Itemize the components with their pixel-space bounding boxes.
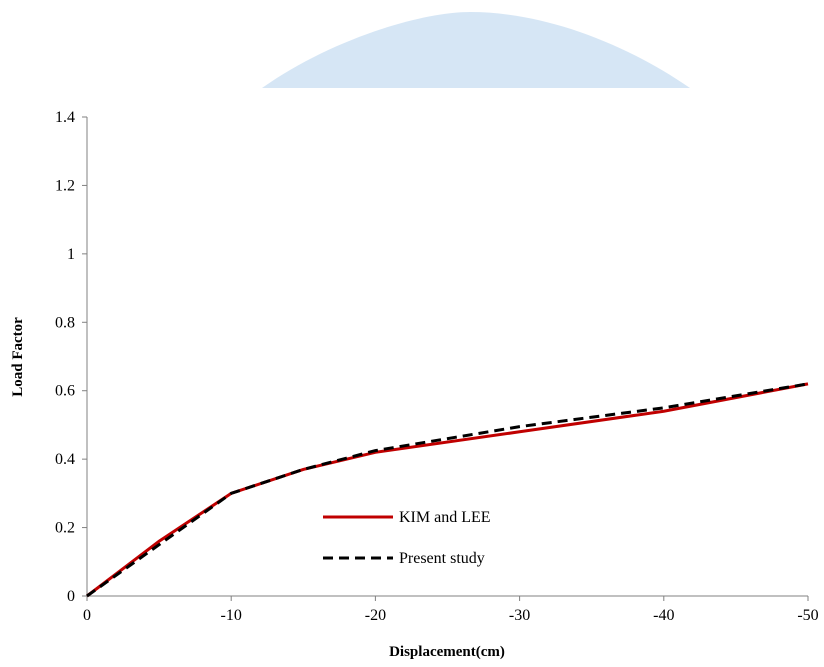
y-tick-label: 0.8: [55, 314, 75, 331]
y-tick-label: 0.4: [55, 451, 75, 468]
x-tick-label: -30: [509, 607, 530, 624]
x-tick-label: -50: [797, 607, 818, 624]
y-tick-label: 0: [67, 588, 75, 605]
x-tick-label: -10: [221, 607, 242, 624]
x-tick-label: -20: [365, 607, 386, 624]
y-axis-title: Load Factor: [10, 317, 26, 397]
y-tick-label: 0.6: [55, 383, 75, 400]
x-axis-title: Displacement(cm): [389, 644, 505, 660]
y-tick-label: 0.2: [55, 520, 75, 537]
y-tick-label: 1: [67, 246, 75, 263]
legend-label: Present study: [399, 550, 485, 567]
y-tick-label: 1.4: [55, 109, 75, 126]
series-line: [86, 382, 809, 598]
y-tick-label: 1.2: [55, 177, 75, 194]
watermark: [262, 12, 690, 88]
x-tick-label: -40: [653, 607, 674, 624]
legend-label: KIM and LEE: [399, 509, 491, 526]
x-tick-label: 0: [83, 607, 91, 624]
